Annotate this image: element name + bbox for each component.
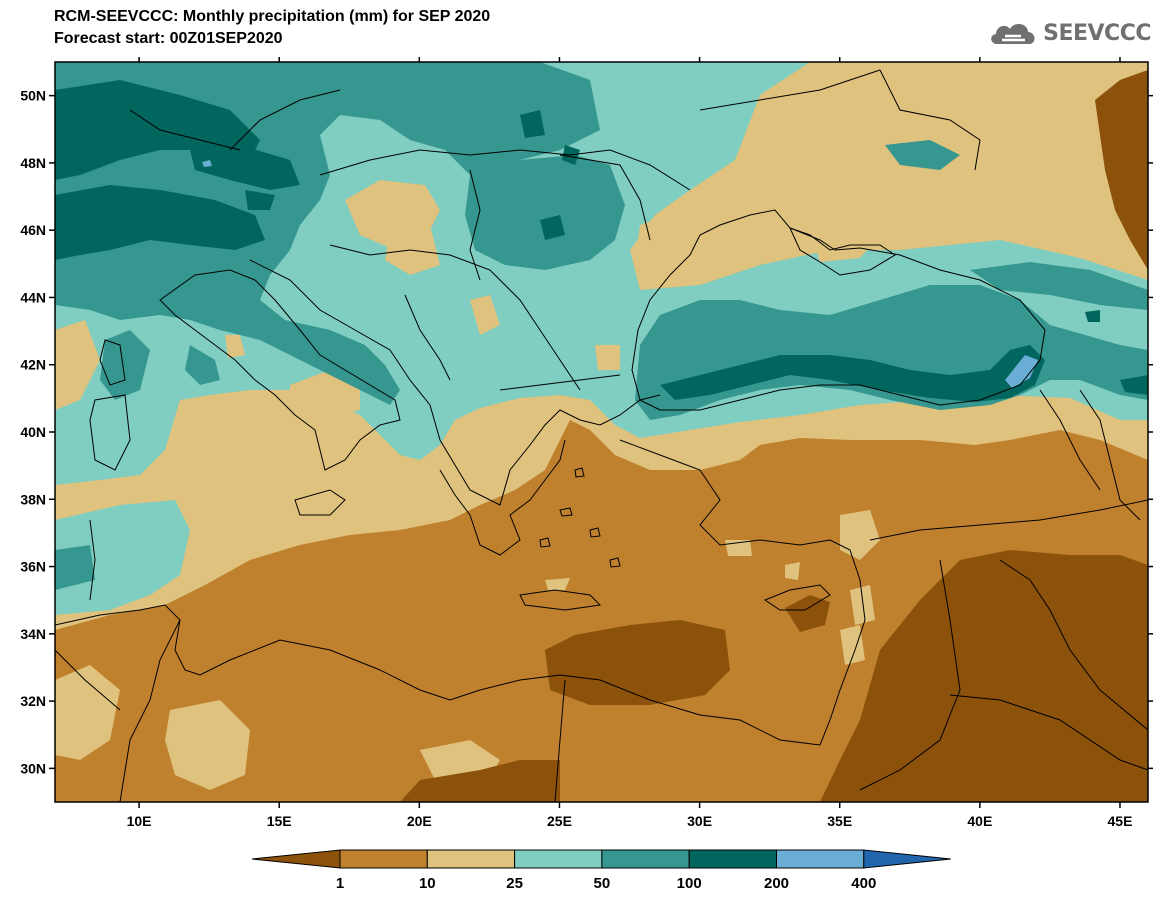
colorbar-label: 200: [764, 875, 789, 892]
colorbar-box: [339, 849, 428, 869]
lon-tick-label: 20E: [407, 813, 432, 829]
colorbar-arrow-high: [863, 849, 951, 869]
colorbar-box: [776, 849, 865, 869]
cloud-icon: [991, 23, 1035, 44]
band-200-400: [1005, 355, 1038, 388]
lat-tick-label: 44N: [20, 289, 46, 305]
lat-tick-label: 34N: [20, 626, 46, 642]
coastlines: [55, 69, 1148, 802]
colorbar-label: 1: [336, 875, 344, 892]
lon-tick-label: 35E: [827, 813, 852, 829]
lat-tick-label: 36N: [20, 559, 46, 575]
colorbar-box: [514, 849, 603, 869]
colorbar-arrow-low: [251, 849, 341, 869]
lat-tick-label: 38N: [20, 491, 46, 507]
lat-tick-label: 42N: [20, 357, 46, 373]
lon-tick-label: 30E: [687, 813, 712, 829]
lat-tick-label: 48N: [20, 155, 46, 171]
colorbar-label: 10: [419, 875, 436, 892]
logo-text: SEEVCCC: [1043, 20, 1151, 46]
lon-tick-label: 25E: [547, 813, 572, 829]
lat-tick-label: 30N: [20, 760, 46, 776]
colorbar-box: [601, 849, 690, 869]
lon-tick-label: 10E: [127, 813, 152, 829]
lat-tick-label: 46N: [20, 222, 46, 238]
colorbar-box: [688, 849, 778, 869]
forecast-start-subtitle: Forecast start: 00Z01SEP2020: [54, 30, 283, 47]
colorbar-box: [426, 849, 516, 869]
colorbar-label: 50: [594, 875, 611, 892]
lon-tick-label: 45E: [1108, 813, 1133, 829]
lon-tick-label: 40E: [967, 813, 992, 829]
lon-tick-label: 15E: [267, 813, 292, 829]
colorbar: 1 10 25 50 100 200 400: [251, 849, 951, 892]
colorbar-label: 100: [677, 875, 702, 892]
map-title: RCM-SEEVCCC: Monthly precipitation (mm) …: [54, 8, 491, 25]
seevccc-logo: SEEVCCC: [987, 18, 1151, 48]
axis-ticks: 50N 48N 46N 44N 42N 40N 38N 36N 34N 32N 30N 10E 15E 2…: [20, 57, 1153, 829]
lat-tick-label: 32N: [20, 693, 46, 709]
colorbar-label: 400: [851, 875, 876, 892]
precipitation-field: [55, 62, 1148, 802]
band-100-200: [55, 80, 260, 180]
lat-tick-label: 40N: [20, 424, 46, 440]
lat-tick-label: 50N: [20, 88, 46, 104]
colorbar-label: 25: [506, 875, 523, 892]
